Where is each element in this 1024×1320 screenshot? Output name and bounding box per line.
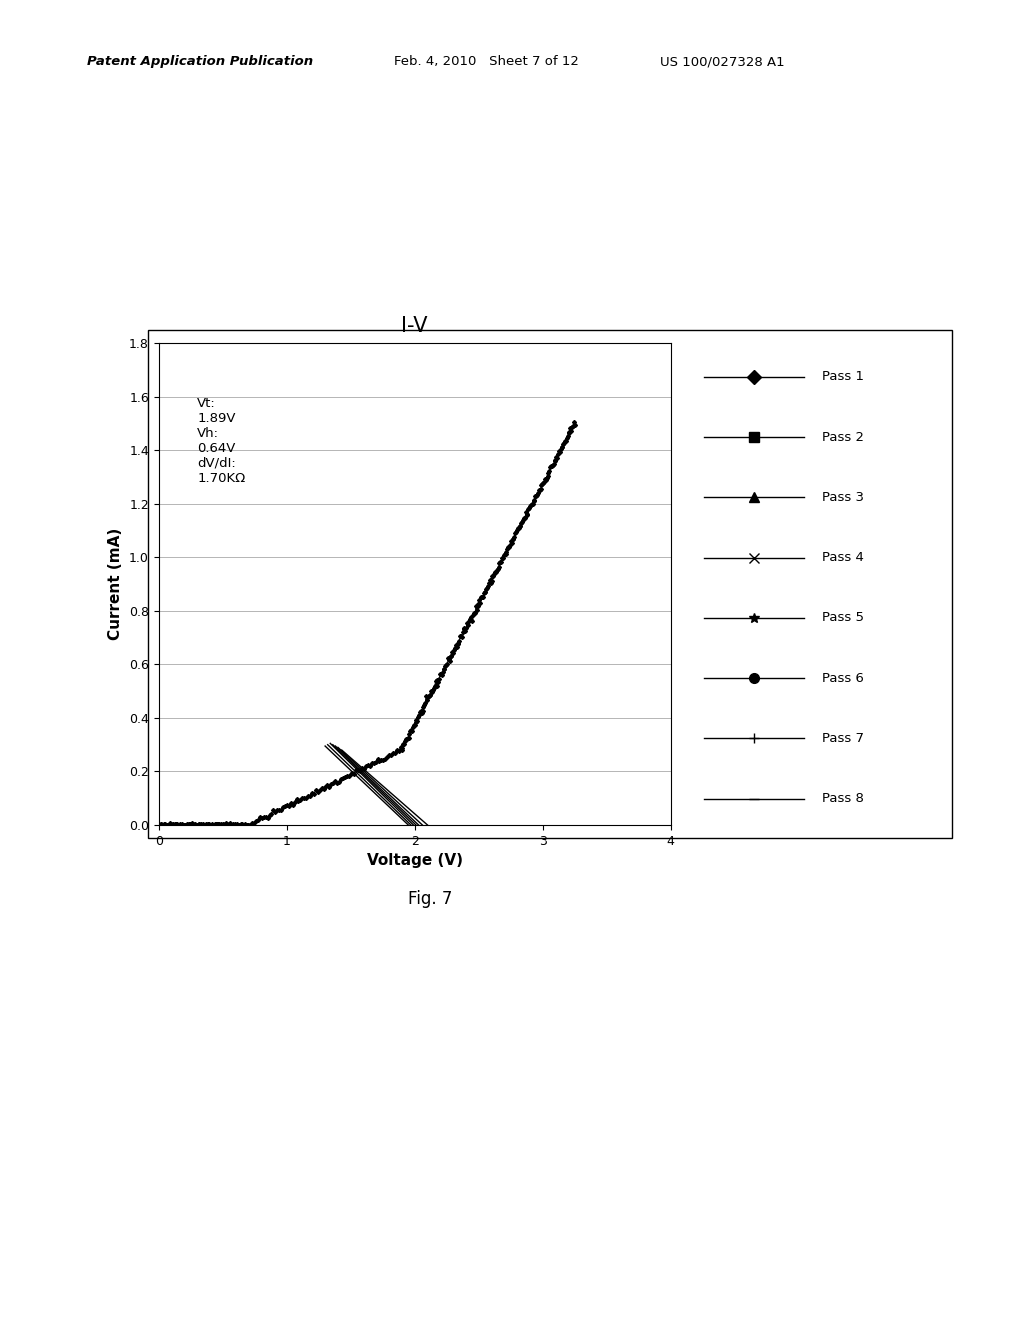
Y-axis label: Current (mA): Current (mA) [109,528,124,640]
X-axis label: Voltage (V): Voltage (V) [367,853,463,869]
Text: Fig. 7: Fig. 7 [408,890,453,908]
Text: Pass 6: Pass 6 [821,672,863,685]
Text: Pass 5: Pass 5 [821,611,863,624]
Text: Pass 7: Pass 7 [821,731,863,744]
Text: Vt:
1.89V
Vh:
0.64V
dV/dI:
1.70KΩ: Vt: 1.89V Vh: 0.64V dV/dI: 1.70KΩ [197,397,246,484]
Title: I-V: I-V [401,315,428,337]
Text: Pass 4: Pass 4 [821,552,863,564]
Text: Feb. 4, 2010   Sheet 7 of 12: Feb. 4, 2010 Sheet 7 of 12 [394,55,580,69]
Text: US 100/027328 A1: US 100/027328 A1 [660,55,785,69]
Text: Pass 3: Pass 3 [821,491,863,504]
Text: Pass 2: Pass 2 [821,430,863,444]
Text: Pass 8: Pass 8 [821,792,863,805]
Text: Pass 1: Pass 1 [821,371,863,383]
Text: Patent Application Publication: Patent Application Publication [87,55,313,69]
